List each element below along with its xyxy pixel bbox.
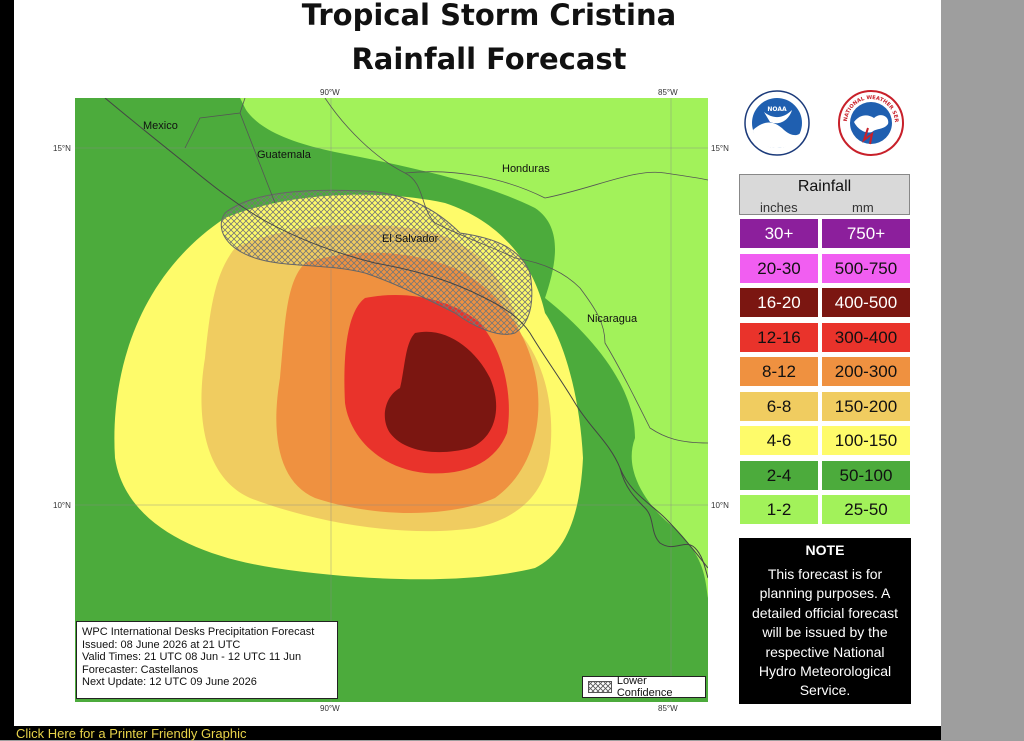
lat-label-15-left: 15°N [53,144,71,153]
noaa-logo-icon: NOAA [744,90,810,156]
lon-label-90-bottom: 90°W [320,704,340,713]
legend-row-inches: 2-4 [739,460,819,491]
lower-confidence-label: Lower Confidence [616,675,673,699]
legend-row-mm: 400-500 [821,287,911,318]
country-label-guatemala: Guatemala [257,149,311,161]
legend-row-mm: 750+ [821,218,911,249]
lat-label-15-right: 15°N [711,144,729,153]
noaa-logo: NOAA [744,90,810,156]
legend-row-mm: 500-750 [821,253,911,284]
legend-row-mm: 25-50 [821,494,911,525]
info-line-next-update: Next Update: 12 UTC 09 June 2026 [82,676,257,688]
hatch-swatch-icon [588,681,612,693]
land-area [240,98,708,702]
country-borders [184,98,708,444]
lon-label-90-top: 90°W [320,88,340,97]
legend-inches-label: inches [760,200,798,215]
lower-confidence-area [220,189,533,335]
title-line-2: Rainfall Forecast [351,42,627,76]
legend-row-mm: 300-400 [821,322,911,353]
lat-label-10-left: 10°N [53,501,71,510]
coastline [104,98,708,569]
country-label-nicaragua: Nicaragua [587,313,638,325]
svg-text:NOAA: NOAA [767,106,787,113]
legend-row-inches: 1-2 [739,494,819,525]
legend-row-mm: 50-100 [821,460,911,491]
lower-confidence-legend: Lower Confidence [582,675,706,699]
legend-row-inches: 12-16 [739,322,819,353]
rainfall-map-svg [75,98,708,702]
coastline-south [619,467,708,579]
legend-row-mm: 150-200 [821,391,911,422]
title-line-1: Tropical Storm Cristina [301,0,677,32]
legend-row-inches: 16-20 [739,287,819,318]
lat-label-10-right: 10°N [711,501,729,510]
legend-row-inches: 8-12 [739,356,819,387]
note-box: NOTE This forecast is for planning purpo… [739,538,911,704]
note-title: NOTE [805,542,845,558]
info-line-issued: Issued: 08 June 2026 at 21 UTC [82,638,241,651]
legend-row-inches: 20-30 [739,253,819,284]
country-label-mexico: Mexico [143,120,178,132]
rainfall-map: Mexico Guatemala Honduras El Salvador Ni… [75,98,708,702]
printer-friendly-link[interactable]: Click Here for a Printer Friendly Graphi… [16,726,247,741]
nws-logo-icon: NATIONAL WEATHER SERVICE [836,86,904,156]
forecast-info-box: WPC International Desks Precipitation Fo… [76,621,338,699]
legend-row-mm: 100-150 [821,425,911,456]
lon-label-85-top: 85°W [658,88,678,97]
note-text: This forecast is for planning purposes. … [751,566,899,699]
legend-title: Rainfall [797,178,852,195]
bottom-strip [14,726,941,740]
legend-row-inches: 30+ [739,218,819,249]
country-label-el-salvador: El Salvador [382,233,439,245]
info-line-forecaster: Forecaster: Castellanos [82,663,199,676]
info-line-valid: Valid Times: 21 UTC 08 Jun - 12 UTC 11 J… [82,651,302,663]
legend-row-inches: 6-8 [739,391,819,422]
nws-logo: NATIONAL WEATHER SERVICE [836,86,904,156]
legend-header: Rainfall inches mm [739,174,910,215]
window-left-border [0,0,14,740]
info-line-title: WPC International Desks Precipitation Fo… [82,626,315,638]
legend-row-inches: 4-6 [739,425,819,456]
lon-label-85-bottom: 85°W [658,704,678,713]
country-label-honduras: Honduras [502,163,550,175]
legend-mm-label: mm [852,200,874,215]
legend-row-mm: 200-300 [821,356,911,387]
rain-band-16-20 [384,331,497,453]
